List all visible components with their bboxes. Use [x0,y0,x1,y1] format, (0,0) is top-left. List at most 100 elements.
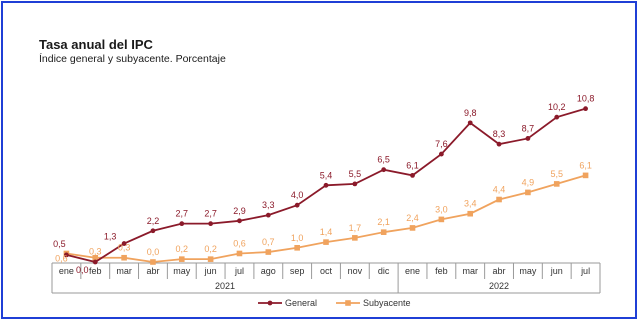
x-tick-label: abr [146,266,159,276]
chart-frame [1,1,637,319]
data-label-subyacente: 3,0 [435,204,448,214]
data-point-subyacente [467,210,474,217]
data-point-subyacente [150,259,156,265]
data-point-subyacente [92,254,99,261]
data-label-general: 2,7 [204,209,217,219]
data-point-general [265,212,271,218]
data-label-subyacente: 0,6 [55,253,68,263]
data-point-subyacente [553,181,560,187]
legend-marker-subyacente [345,300,351,306]
data-label-general: 2,7 [176,209,189,219]
data-label-general: 2,9 [233,206,246,216]
x-tick-label: ene [405,266,420,276]
series-line-subyacente [66,174,586,263]
data-label-subyacente: 0,7 [262,237,275,247]
data-point-general [179,221,185,227]
data-label-subyacente: 1,0 [291,233,304,243]
data-label-general: 5,5 [349,169,362,179]
data-point-general [467,120,473,126]
data-label-subyacente: 1,7 [349,223,362,233]
data-label-subyacente: 0,3 [89,247,102,257]
data-label-general: 6,5 [377,155,390,165]
data-label-general: 3,3 [262,200,275,210]
x-tick-label: feb [435,266,448,276]
data-point-subyacente [380,229,387,235]
data-point-subyacente [178,256,185,262]
data-point-general [294,202,300,208]
legend-label-subyacente: Subyacente [363,298,411,308]
data-label-subyacente: 0,6 [233,238,246,248]
data-point-general [92,259,98,265]
data-point-general [496,141,502,147]
data-label-general: 5,4 [320,170,333,180]
data-label-general: 7,6 [435,139,448,149]
data-label-subyacente: 4,4 [493,185,506,195]
x-tick-label: ene [59,266,74,276]
data-label-general: 9,8 [464,108,477,118]
x-tick-label: mar [116,266,132,276]
data-point-general [554,114,560,120]
x-tick-label: may [173,266,191,276]
data-point-general [237,218,242,224]
data-label-general: 10,2 [548,102,566,112]
data-label-subyacente: 1,4 [320,227,333,237]
data-label-general: 8,3 [493,129,506,139]
data-point-general [208,221,214,227]
data-point-subyacente [294,245,300,251]
data-label-general: 6,1 [406,160,419,170]
data-label-subyacente: 0,3 [118,243,131,253]
data-label-general: 0,0 [76,265,89,275]
data-label-general: 8,7 [522,123,535,133]
data-label-subyacente: 5,5 [550,169,563,179]
data-label-general: 0,5 [53,239,66,249]
data-label-general: 1,3 [104,232,117,242]
data-label-general: 10,8 [577,94,595,104]
data-label-subyacente: 4,9 [522,177,535,187]
data-point-subyacente [438,216,445,223]
data-point-subyacente [409,225,416,231]
data-point-subyacente [496,196,502,203]
data-label-general: 4,0 [291,190,304,200]
data-point-subyacente [121,254,127,261]
data-point-subyacente [236,250,243,257]
x-tick-label: sep [290,266,305,276]
x-group-label: 2021 [215,281,235,291]
data-point-subyacente [582,172,589,179]
data-point-general [352,181,358,187]
data-point-subyacente [352,235,358,241]
data-label-subyacente: 0,2 [204,244,217,254]
x-tick-label: jul [234,266,244,276]
x-tick-label: abr [493,266,506,276]
x-tick-label: mar [462,266,478,276]
data-point-general [381,167,387,173]
chart-subtitle: Índice general y subyacente. Porcentaje [39,53,226,65]
data-point-subyacente [207,256,214,262]
data-point-subyacente [323,239,329,245]
x-tick-label: jul [580,266,590,276]
data-label-subyacente: 0,2 [176,244,189,254]
data-point-general [583,106,588,112]
data-label-subyacente: 6,1 [579,160,592,170]
data-point-subyacente [265,249,272,255]
data-point-general [410,172,415,178]
data-point-general [323,182,329,188]
x-tick-label: may [519,266,537,276]
x-tick-label: oct [320,266,333,276]
data-label-subyacente: 3,4 [464,199,477,209]
x-tick-label: jun [550,266,563,276]
data-label-subyacente: 2,1 [377,217,390,227]
data-point-general [525,136,531,141]
data-label-general: 2,2 [147,216,160,226]
legend-marker-general [267,300,273,306]
x-tick-label: jun [204,266,217,276]
x-tick-label: nov [348,266,363,276]
data-point-general [438,151,444,157]
data-label-subyacente: 0,0 [147,247,160,257]
chart-title: Tasa anual del IPC [39,37,153,52]
data-label-subyacente: 2,4 [406,213,419,223]
x-tick-label: ago [261,266,276,276]
data-point-subyacente [525,189,531,196]
data-point-general [150,228,156,234]
x-group-label: 2022 [489,281,509,291]
